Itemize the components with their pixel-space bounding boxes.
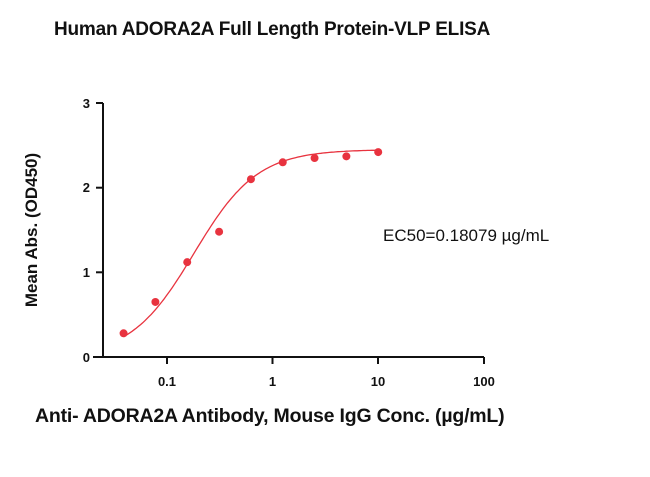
data-point <box>342 152 351 161</box>
x-tick-label: 10 <box>371 374 385 389</box>
ec50-annotation: EC50=0.18079 µg/mL <box>383 226 550 245</box>
y-axis <box>93 102 104 358</box>
x-tick-label: 1 <box>269 374 276 389</box>
y-tick-label: 3 <box>83 96 90 111</box>
y-axis-label: Mean Abs. (OD450) <box>22 152 41 308</box>
data-point <box>215 227 224 236</box>
x-tick-label: 100 <box>473 374 495 389</box>
y-tick-label: 1 <box>83 265 90 280</box>
y-tick-label: 2 <box>83 180 90 195</box>
x-tick-labels: 0.1 1 10 100 <box>158 374 495 389</box>
x-axis-label: Anti- ADORA2A Antibody, Mouse IgG Conc. … <box>35 405 505 427</box>
y-tick-labels: 3 2 1 0 <box>83 96 90 365</box>
data-point <box>119 329 128 338</box>
y-tick-label: 0 <box>83 350 90 365</box>
data-point <box>183 258 192 267</box>
x-axis <box>93 356 485 364</box>
data-point <box>246 175 255 184</box>
data-point <box>278 158 287 167</box>
data-points <box>119 148 383 338</box>
x-tick-label: 0.1 <box>158 374 176 389</box>
data-point <box>151 297 160 306</box>
chart-title: Human ADORA2A Full Length Protein-VLP EL… <box>54 19 491 40</box>
data-point <box>310 154 319 163</box>
data-point <box>374 148 383 157</box>
